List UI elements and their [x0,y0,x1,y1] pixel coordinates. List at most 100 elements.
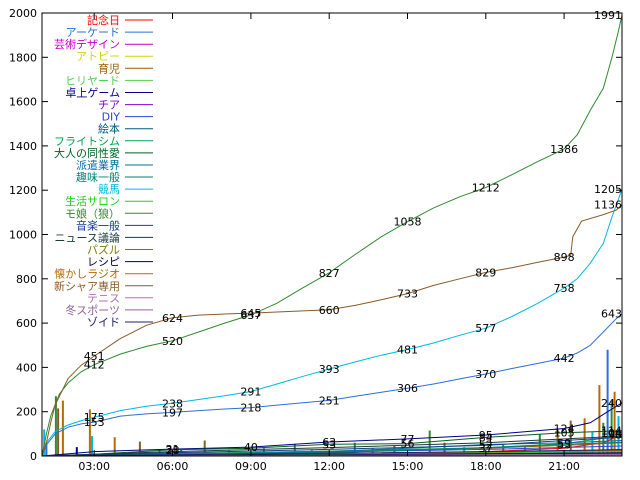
data-label: 63 [322,436,336,449]
data-label: 451 [84,350,105,363]
y-tick-label: 0 [30,450,37,463]
legend-item: 新シャア専用 [54,279,153,293]
series-line [41,313,623,457]
x-tick-label: 21:00 [548,460,580,473]
legend: 記念日アーケード芸術デザインアトピー育児ヒリヤード卓上ゲームチアDIY絵本フライ… [54,13,153,329]
y-tick-label: 2000 [9,7,37,20]
data-label: 1386 [550,143,578,156]
y-tick-label: 1400 [9,140,37,153]
x-tick-label: 03:00 [78,460,110,473]
data-label: 733 [397,288,418,301]
data-label: 393 [319,363,340,376]
legend-item: フライトシム [54,135,153,148]
legend-label: ゾイド [87,316,120,329]
series-line [41,204,623,457]
legend-item: アトピー [76,50,153,63]
data-label: 95 [479,429,493,442]
legend-label: 記念日 [87,13,120,27]
data-label: 291 [240,386,261,399]
data-labels: 98 153 197 218 251 306 370 442 643 31 40 63 77 95 124 2… [84,9,622,457]
legend-item: ニュース議論 [55,230,153,244]
legend-label: チア [98,99,120,112]
series-line [41,435,623,457]
legend-label: モ娘（狼） [65,206,120,220]
legend-item: 卓上ゲーム [65,87,153,100]
data-label: 197 [162,406,183,419]
data-label: 104 [601,427,622,440]
legend-label: パズル [87,243,120,257]
data-label: 175 [84,411,105,424]
legend-label: アーケード [66,26,120,39]
legend-item: 趣味一般 [76,170,153,184]
legend-item: 懐かしラジオ [54,267,153,281]
legend-label: 懐かしラジオ [54,267,120,281]
data-label: 251 [319,394,340,407]
data-label: 306 [397,382,418,395]
data-label: 1136 [594,198,622,211]
data-label: 52 [479,439,493,452]
data-label: 238 [162,397,183,410]
data-label: 105 [554,427,575,440]
series-line [41,430,623,457]
legend-item: DIY [102,111,153,124]
series-line [41,402,623,457]
legend-item: モ娘（狼） [65,206,153,220]
y-tick-label: 1600 [9,96,37,109]
legend-item: 絵本 [98,122,153,136]
data-label: 114 [601,425,622,438]
legend-item: 記念日 [87,13,153,27]
legend-label: 新シャア専用 [54,279,120,293]
data-label: 53 [322,438,336,451]
data-label: 56 [401,438,415,451]
x-tick-label: 09:00 [235,460,267,473]
data-label: 240 [601,397,622,410]
series-line [41,14,623,457]
data-label: 898 [554,251,575,264]
legend-label: ヒリヤード [65,74,120,87]
x-tick-label: 06:00 [157,460,189,473]
data-label: 40 [244,441,258,454]
y-tick-label: 200 [16,406,37,419]
legend-item: ゾイド [87,316,153,329]
data-label: 153 [84,416,105,429]
data-label: 624 [162,312,183,325]
y-tick-label: 800 [16,273,37,286]
data-label: 84 [479,431,493,444]
y-tick-label: 1000 [9,229,37,242]
y-tick-label: 600 [16,317,37,330]
data-label: 1991 [594,9,622,22]
data-label: 1212 [472,182,500,195]
data-label: 758 [554,282,575,295]
legend-item: アーケード [66,26,153,39]
x-tick-label: 18:00 [470,460,502,473]
data-label: 31 [166,443,180,456]
legend-item: 芸術デザイン [54,37,153,51]
legend-label: フライトシム [54,135,120,148]
legend-label: 音楽一般 [76,218,120,232]
data-label: 370 [475,368,496,381]
legend-label: ニュース議論 [55,230,120,244]
data-label: 442 [554,352,575,365]
data-label: 577 [475,322,496,335]
data-label: 643 [601,308,622,321]
legend-label: 派遣業界 [76,158,120,172]
legend-item: 冬スポーツ [65,303,153,317]
legend-item: パズル [87,243,153,257]
legend-item: 派遣業界 [76,158,153,172]
legend-item: チア [98,99,153,112]
data-label: 124 [554,423,575,436]
legend-item: 音楽一般 [76,218,153,232]
data-label: 660 [319,304,340,317]
x-tick-label: 15:00 [392,460,424,473]
data-label: 1205 [594,183,622,196]
y-tick-label: 400 [16,361,37,374]
series-line [41,436,623,457]
legend-item: 競馬 [98,182,153,196]
legend-item: テニス [87,292,153,305]
data-label: 520 [162,335,183,348]
legend-label: 大人の同性愛 [54,146,120,160]
data-label: 827 [319,267,340,280]
data-label: 829 [475,266,496,279]
